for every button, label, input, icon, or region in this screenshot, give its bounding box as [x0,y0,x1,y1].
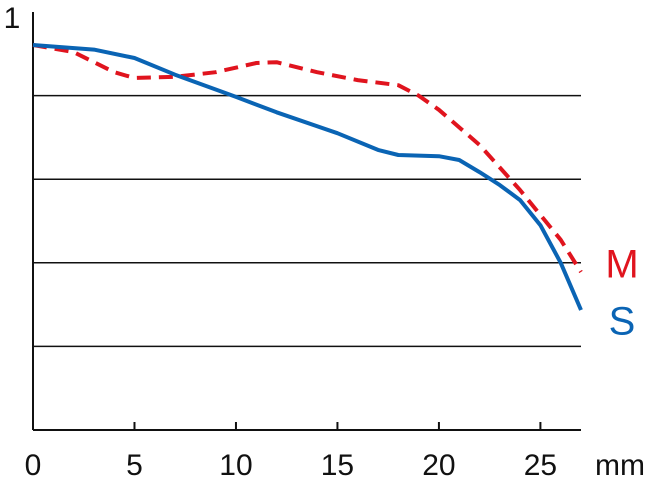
x-tick-label: 5 [126,449,143,482]
x-tick-label: 20 [422,449,455,482]
x-tick-label: 15 [321,449,354,482]
x-tick-label: 10 [219,449,252,482]
x-tick-label: 0 [25,449,42,482]
legend-label: S [609,300,636,344]
x-tick-label: 25 [524,449,557,482]
y-tick-label: 1 [4,2,21,35]
series-line [32,43,583,274]
series-line [32,43,583,311]
legend-label: M [605,243,638,287]
x-axis-label: mm [595,449,645,482]
